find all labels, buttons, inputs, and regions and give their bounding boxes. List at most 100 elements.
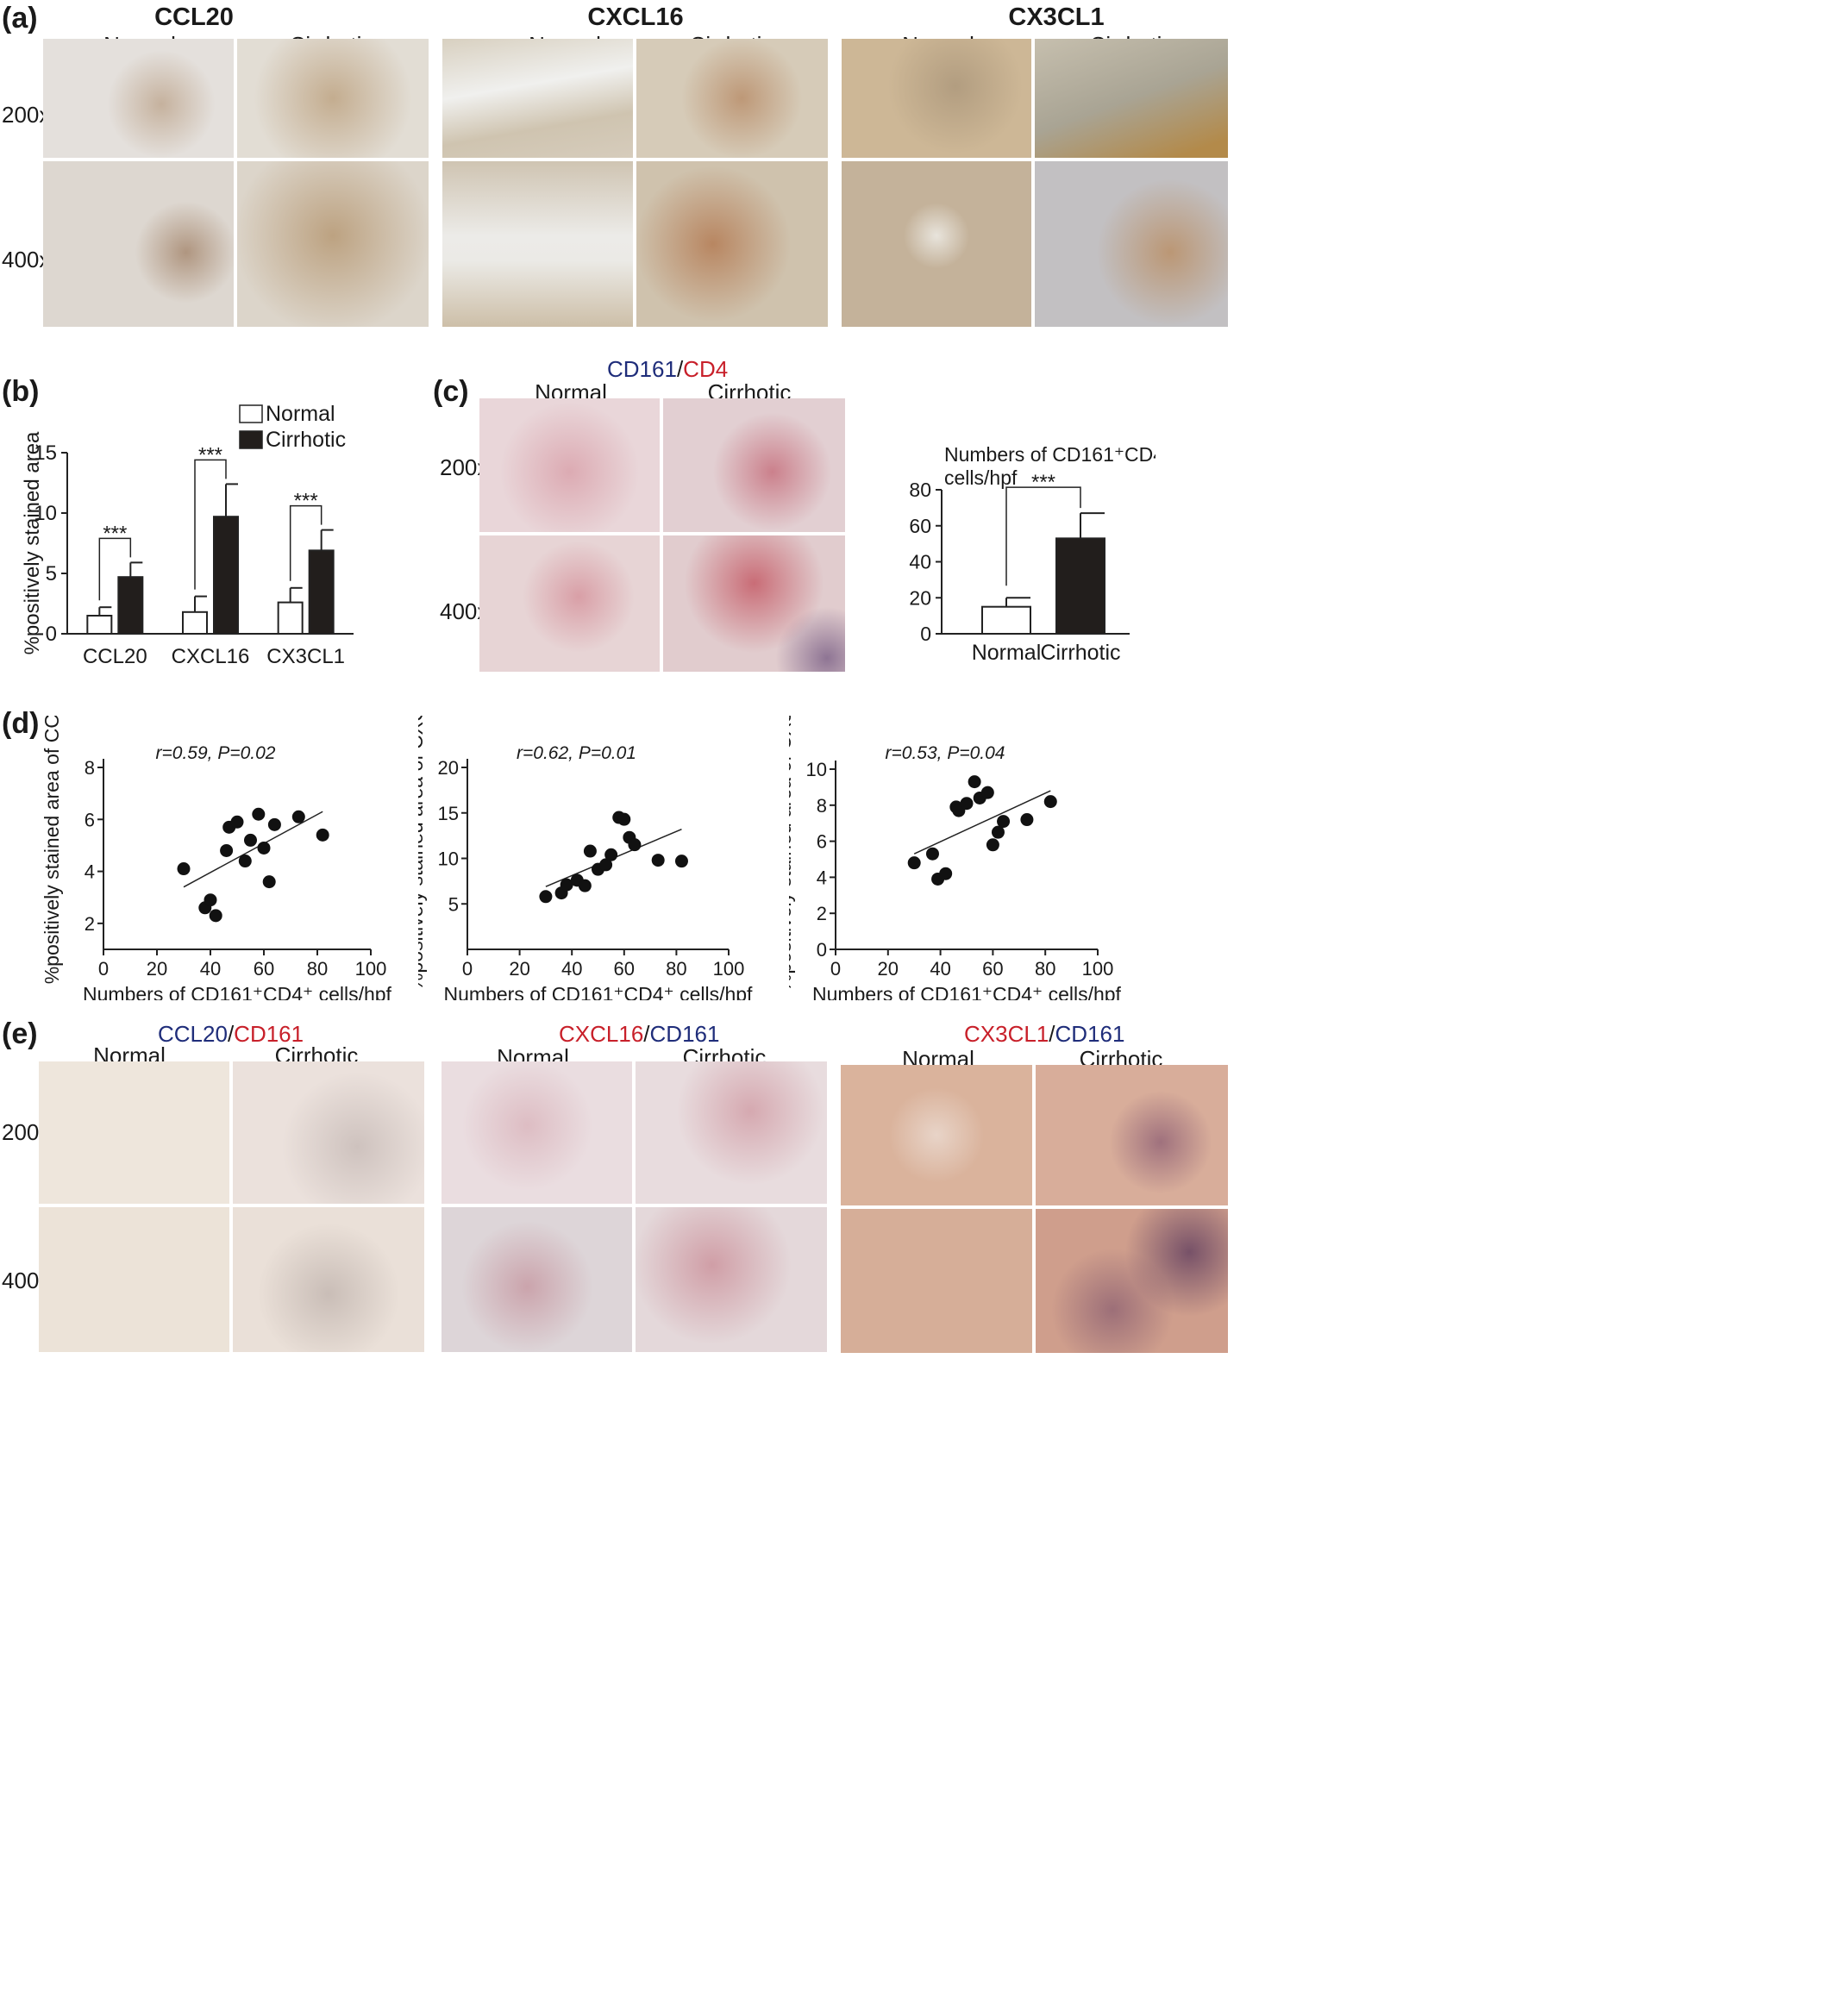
correlation-annotation: r=0.62, P=0.01 [517, 743, 636, 763]
scatter-point [204, 893, 217, 907]
x-tick-label: 100 [1082, 958, 1114, 980]
y-tick-label: 15 [438, 803, 459, 824]
scatter-point [1043, 795, 1057, 809]
y-tick-label: 10 [438, 848, 459, 870]
ihc-e-cx3cl1-cirrhotic-200x [1036, 1065, 1228, 1205]
scatter-point [925, 847, 939, 861]
scatter-point [991, 825, 1005, 839]
scatter-point [252, 807, 266, 821]
y-tick-label: 60 [909, 515, 931, 537]
ihc-e-ccl20-normal-400x [39, 1207, 229, 1352]
scatter-point [628, 838, 642, 852]
ihc-cx3cl1-normal-400x [842, 161, 1031, 327]
panel-a-cxcl16-title: CXCL16 [587, 3, 684, 31]
scatter-point [583, 844, 597, 858]
correlation-annotation: r=0.53, P=0.04 [886, 743, 1005, 763]
significance-label: *** [103, 522, 127, 545]
panel-c-title-cd161: CD161 [607, 356, 677, 382]
scatter-point [257, 841, 271, 855]
ihc-e-ccl20-cirrhotic-200x [233, 1061, 424, 1204]
bar-cirrhotic [1055, 537, 1105, 635]
y-tick-label: 80 [909, 479, 931, 501]
legend-label-cirrhotic: Cirrhotic [266, 428, 346, 452]
panel-e-letter: (e) [2, 1017, 38, 1050]
ihc-cd161-cd4-normal-400x [479, 535, 660, 672]
y-tick-label: 6 [817, 831, 827, 853]
ihc-e-cxcl16-cirrhotic-200x [636, 1061, 827, 1204]
y-tick-label: 2 [85, 913, 95, 935]
bar-normal [86, 615, 113, 635]
ihc-e-ccl20-normal-200x [39, 1061, 229, 1204]
ihc-ccl20-cirrhotic-200x [237, 39, 429, 158]
scatter-point [539, 890, 553, 904]
x-tick-label: 60 [254, 958, 274, 980]
y-tick-label: 10 [806, 759, 827, 780]
panel-b-letter: (b) [2, 375, 40, 408]
scatter-point [560, 878, 573, 892]
x-tick-label: 20 [878, 958, 899, 980]
correlation-annotation: r=0.59, P=0.02 [156, 743, 276, 763]
scatter-point [599, 858, 613, 872]
panel-e-ccl20-title: CCL20/CD161 [158, 1021, 304, 1048]
x-axis-label: Numbers of CD161⁺CD4⁺ cells/hpf [812, 983, 1122, 1000]
scatter-point [177, 862, 191, 876]
x-tick-label: 40 [200, 958, 221, 980]
y-tick-label: 10 [34, 502, 57, 525]
ihc-cd161-cd4-cirrhotic-400x [663, 535, 845, 672]
x-tick-label: Cirrhotic [1040, 641, 1120, 665]
ihc-cxcl16-cirrhotic-200x [636, 39, 828, 158]
panel-b-bar-chart: 0 5 10 15%positively stained area CCL20 *** CX… [21, 402, 354, 668]
significance-label: *** [1031, 471, 1055, 494]
scatter-point [578, 879, 592, 892]
panel-a-letter: (a) [2, 2, 38, 34]
scatter-point [651, 854, 665, 867]
x-tick-label: CCL20 [83, 645, 147, 668]
x-tick-label: 0 [98, 958, 109, 980]
x-tick-label: CXCL16 [172, 645, 250, 668]
legend-label-normal: Normal [266, 402, 335, 426]
x-tick-label: 20 [509, 958, 529, 980]
bar-normal [981, 605, 1031, 635]
y-tick-label: 0 [920, 623, 931, 645]
y-tick-label: 20 [438, 757, 459, 779]
scatter-point [238, 855, 252, 868]
ihc-e-cxcl16-normal-400x [442, 1207, 632, 1352]
bar-cirrhotic [117, 576, 144, 635]
panel-a-cx3cl1-title: CX3CL1 [1008, 3, 1105, 31]
panel-c-title: CD161/CD4 [607, 356, 728, 383]
panel-c-letter: (c) [433, 375, 469, 408]
significance-label: *** [198, 443, 222, 466]
y-axis-label: %positively stained area [21, 431, 44, 654]
ihc-e-cx3cl1-cirrhotic-400x [1036, 1209, 1228, 1353]
panel-c-title-sep: / [676, 356, 684, 382]
y-tick-label: 0 [46, 623, 57, 646]
panel-c-title-cd4: CD4 [683, 356, 729, 382]
legend-swatch-normal [239, 404, 263, 423]
scatter-point [997, 815, 1011, 829]
y-tick-label: 20 [909, 586, 931, 609]
ihc-e-cxcl16-cirrhotic-400x [636, 1207, 827, 1352]
scatter-point [291, 810, 305, 823]
ihc-cxcl16-normal-400x [442, 161, 633, 327]
ihc-cx3cl1-cirrhotic-400x [1035, 161, 1228, 327]
scatter-point [316, 828, 329, 842]
x-tick-label: 80 [1035, 958, 1055, 980]
panel-a-mag-400: 400x [2, 247, 51, 272]
panel-e-cx3cl1-a: CX3CL1 [964, 1021, 1049, 1047]
x-tick-label: 100 [355, 958, 387, 980]
x-tick-label: 40 [561, 958, 582, 980]
panel-e-ccl20-sep: / [227, 1021, 235, 1047]
significance-bracket [289, 504, 323, 581]
y-tick-label: 15 [34, 441, 57, 465]
panel-d-scatter-cxcl16: r=0.62, P=0.01 5 10 15 20 0 20 40 60 80 100 Numbers… [418, 716, 753, 1000]
scatter-point [674, 855, 688, 868]
regression-line [913, 790, 1051, 855]
scatter-point [960, 797, 974, 811]
ihc-e-ccl20-cirrhotic-400x [233, 1207, 424, 1352]
ihc-e-cxcl16-normal-200x [442, 1061, 632, 1204]
panel-e-cxcl16-b: CD161 [649, 1021, 720, 1047]
regression-line [183, 811, 323, 888]
